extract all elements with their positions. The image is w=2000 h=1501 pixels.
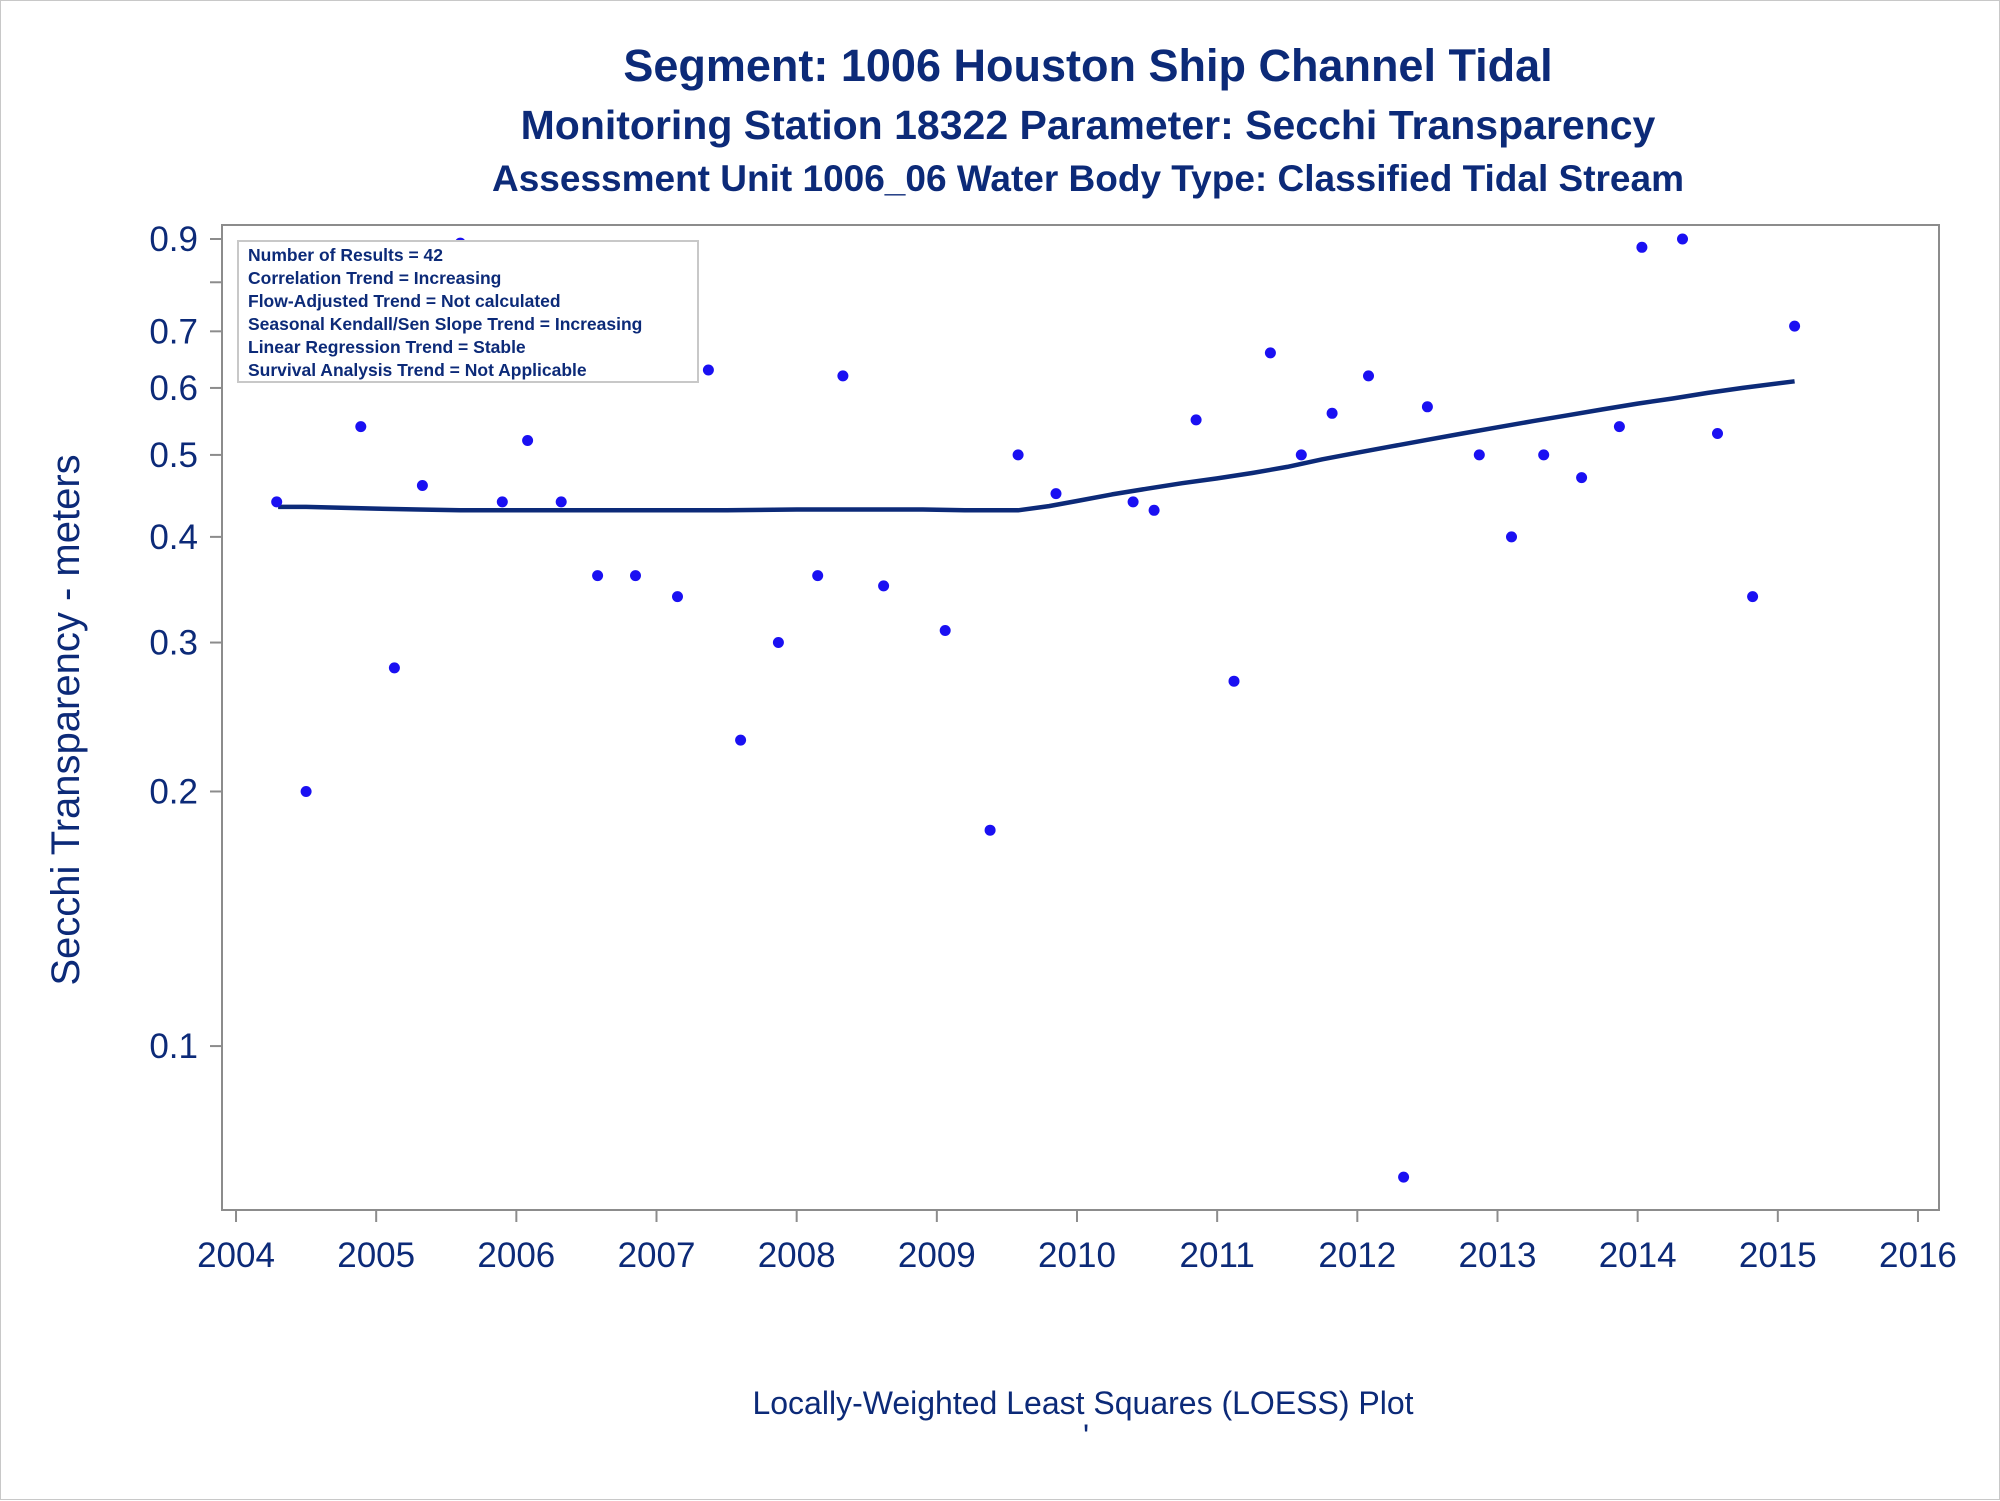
data-point: [1747, 591, 1759, 603]
data-point: [355, 421, 367, 433]
inset-line-survival-analysis: Survival Analysis Trend = Not Applicable: [248, 360, 587, 380]
x-tick-label: 2014: [1599, 1236, 1677, 1275]
data-point: [1789, 320, 1801, 332]
x-tick-label: 2009: [898, 1236, 976, 1275]
y-tick-label: 0.2: [149, 772, 198, 811]
x-tick-label: 2008: [758, 1236, 836, 1275]
x-tick-label: 2011: [1180, 1236, 1255, 1275]
data-point: [1677, 233, 1688, 245]
inset-line-correlation: Correlation Trend = Increasing: [248, 268, 501, 288]
data-point: [837, 370, 849, 382]
trend-summary-inset: Number of Results = 42 Correlation Trend…: [237, 240, 699, 383]
x-tick-label: 2010: [1038, 1236, 1116, 1275]
chart-subtitle-2: Assessment Unit 1006_06 Water Body Type:…: [492, 158, 1684, 199]
data-point: [939, 625, 951, 636]
y-axis: 0.9 0.7 0.6 0.5 0.4 0.3 0.2 0.1: [149, 220, 222, 1066]
chart-title: Segment: 1006 Houston Ship Channel Tidal: [623, 40, 1552, 91]
x-tick-label: 2005: [337, 1236, 415, 1275]
data-point: [1421, 401, 1433, 413]
data-point: [1363, 370, 1374, 382]
x-tick-label: 2012: [1318, 1236, 1396, 1275]
y-tick-label: 0.9: [149, 220, 198, 259]
data-point: [1326, 407, 1338, 419]
y-tick-label: 0.4: [149, 518, 198, 557]
data-point: [271, 496, 283, 508]
data-point: [555, 496, 567, 508]
data-point: [1712, 428, 1723, 439]
inset-line-results: Number of Results = 42: [248, 245, 443, 265]
data-point: [772, 637, 784, 648]
data-point: [496, 496, 508, 508]
inset-box: [237, 240, 699, 383]
data-point: [1576, 472, 1588, 484]
data-point: [1190, 414, 1202, 426]
x-tick-label: 2016: [1879, 1236, 1957, 1275]
x-tick-label: 2006: [477, 1236, 555, 1275]
data-points-series: [271, 233, 1801, 1183]
data-point: [630, 570, 641, 582]
y-tick-label: 0.6: [149, 369, 198, 408]
x-tick-label: 2004: [197, 1236, 275, 1275]
data-point: [812, 570, 824, 582]
data-point: [1148, 504, 1160, 516]
y-tick-label: 0.3: [149, 624, 198, 663]
data-point: [388, 662, 400, 674]
data-point: [735, 734, 747, 746]
data-point: [1636, 241, 1648, 253]
data-point: [1050, 488, 1062, 500]
chart-footnote: Locally-Weighted Least Squares (LOESS) P…: [752, 1385, 1413, 1421]
data-point: [592, 570, 604, 582]
y-tick-label: 0.7: [149, 312, 198, 351]
x-tick-label: 2015: [1739, 1236, 1817, 1275]
data-point: [702, 364, 714, 376]
data-point: [1473, 449, 1485, 461]
data-point: [878, 580, 890, 592]
data-point: [1538, 449, 1550, 461]
data-point: [1295, 449, 1307, 461]
data-point: [300, 786, 312, 797]
y-axis-label: Secchi Transparency - meters: [44, 454, 88, 985]
data-point: [1264, 347, 1276, 359]
y-tick-label: 0.1: [149, 1027, 198, 1066]
y-tick-label: 0.5: [149, 436, 198, 475]
data-point: [1613, 421, 1625, 433]
data-point: [984, 824, 996, 836]
inset-line-flow-adjusted: Flow-Adjusted Trend = Not calculated: [248, 291, 561, 311]
x-tick-label: 2007: [618, 1236, 696, 1275]
data-point: [416, 480, 428, 491]
data-point: [672, 591, 683, 603]
inset-line-seasonal-kendall: Seasonal Kendall/Sen Slope Trend = Incre…: [248, 314, 642, 334]
chart-footnote-2: ': [1083, 1418, 1089, 1454]
loess-series: [278, 379, 1795, 513]
data-point: [1506, 531, 1517, 543]
data-point: [1127, 496, 1139, 508]
data-point: [1012, 449, 1024, 461]
chart-subtitle: Monitoring Station 18322 Parameter: Secc…: [521, 102, 1656, 148]
data-point: [522, 435, 534, 446]
data-point: [1228, 675, 1240, 687]
plot-area: [221, 224, 1940, 1211]
x-axis: 2004 2005 2006 2007 2008 2009 2010 2011 2012 2013…: [197, 1210, 1957, 1275]
data-point: [1398, 1171, 1410, 1183]
x-tick-label: 2013: [1459, 1236, 1537, 1275]
inset-line-linear-regression: Linear Regression Trend = Stable: [248, 337, 526, 357]
loess-trend-line: [278, 379, 1795, 513]
